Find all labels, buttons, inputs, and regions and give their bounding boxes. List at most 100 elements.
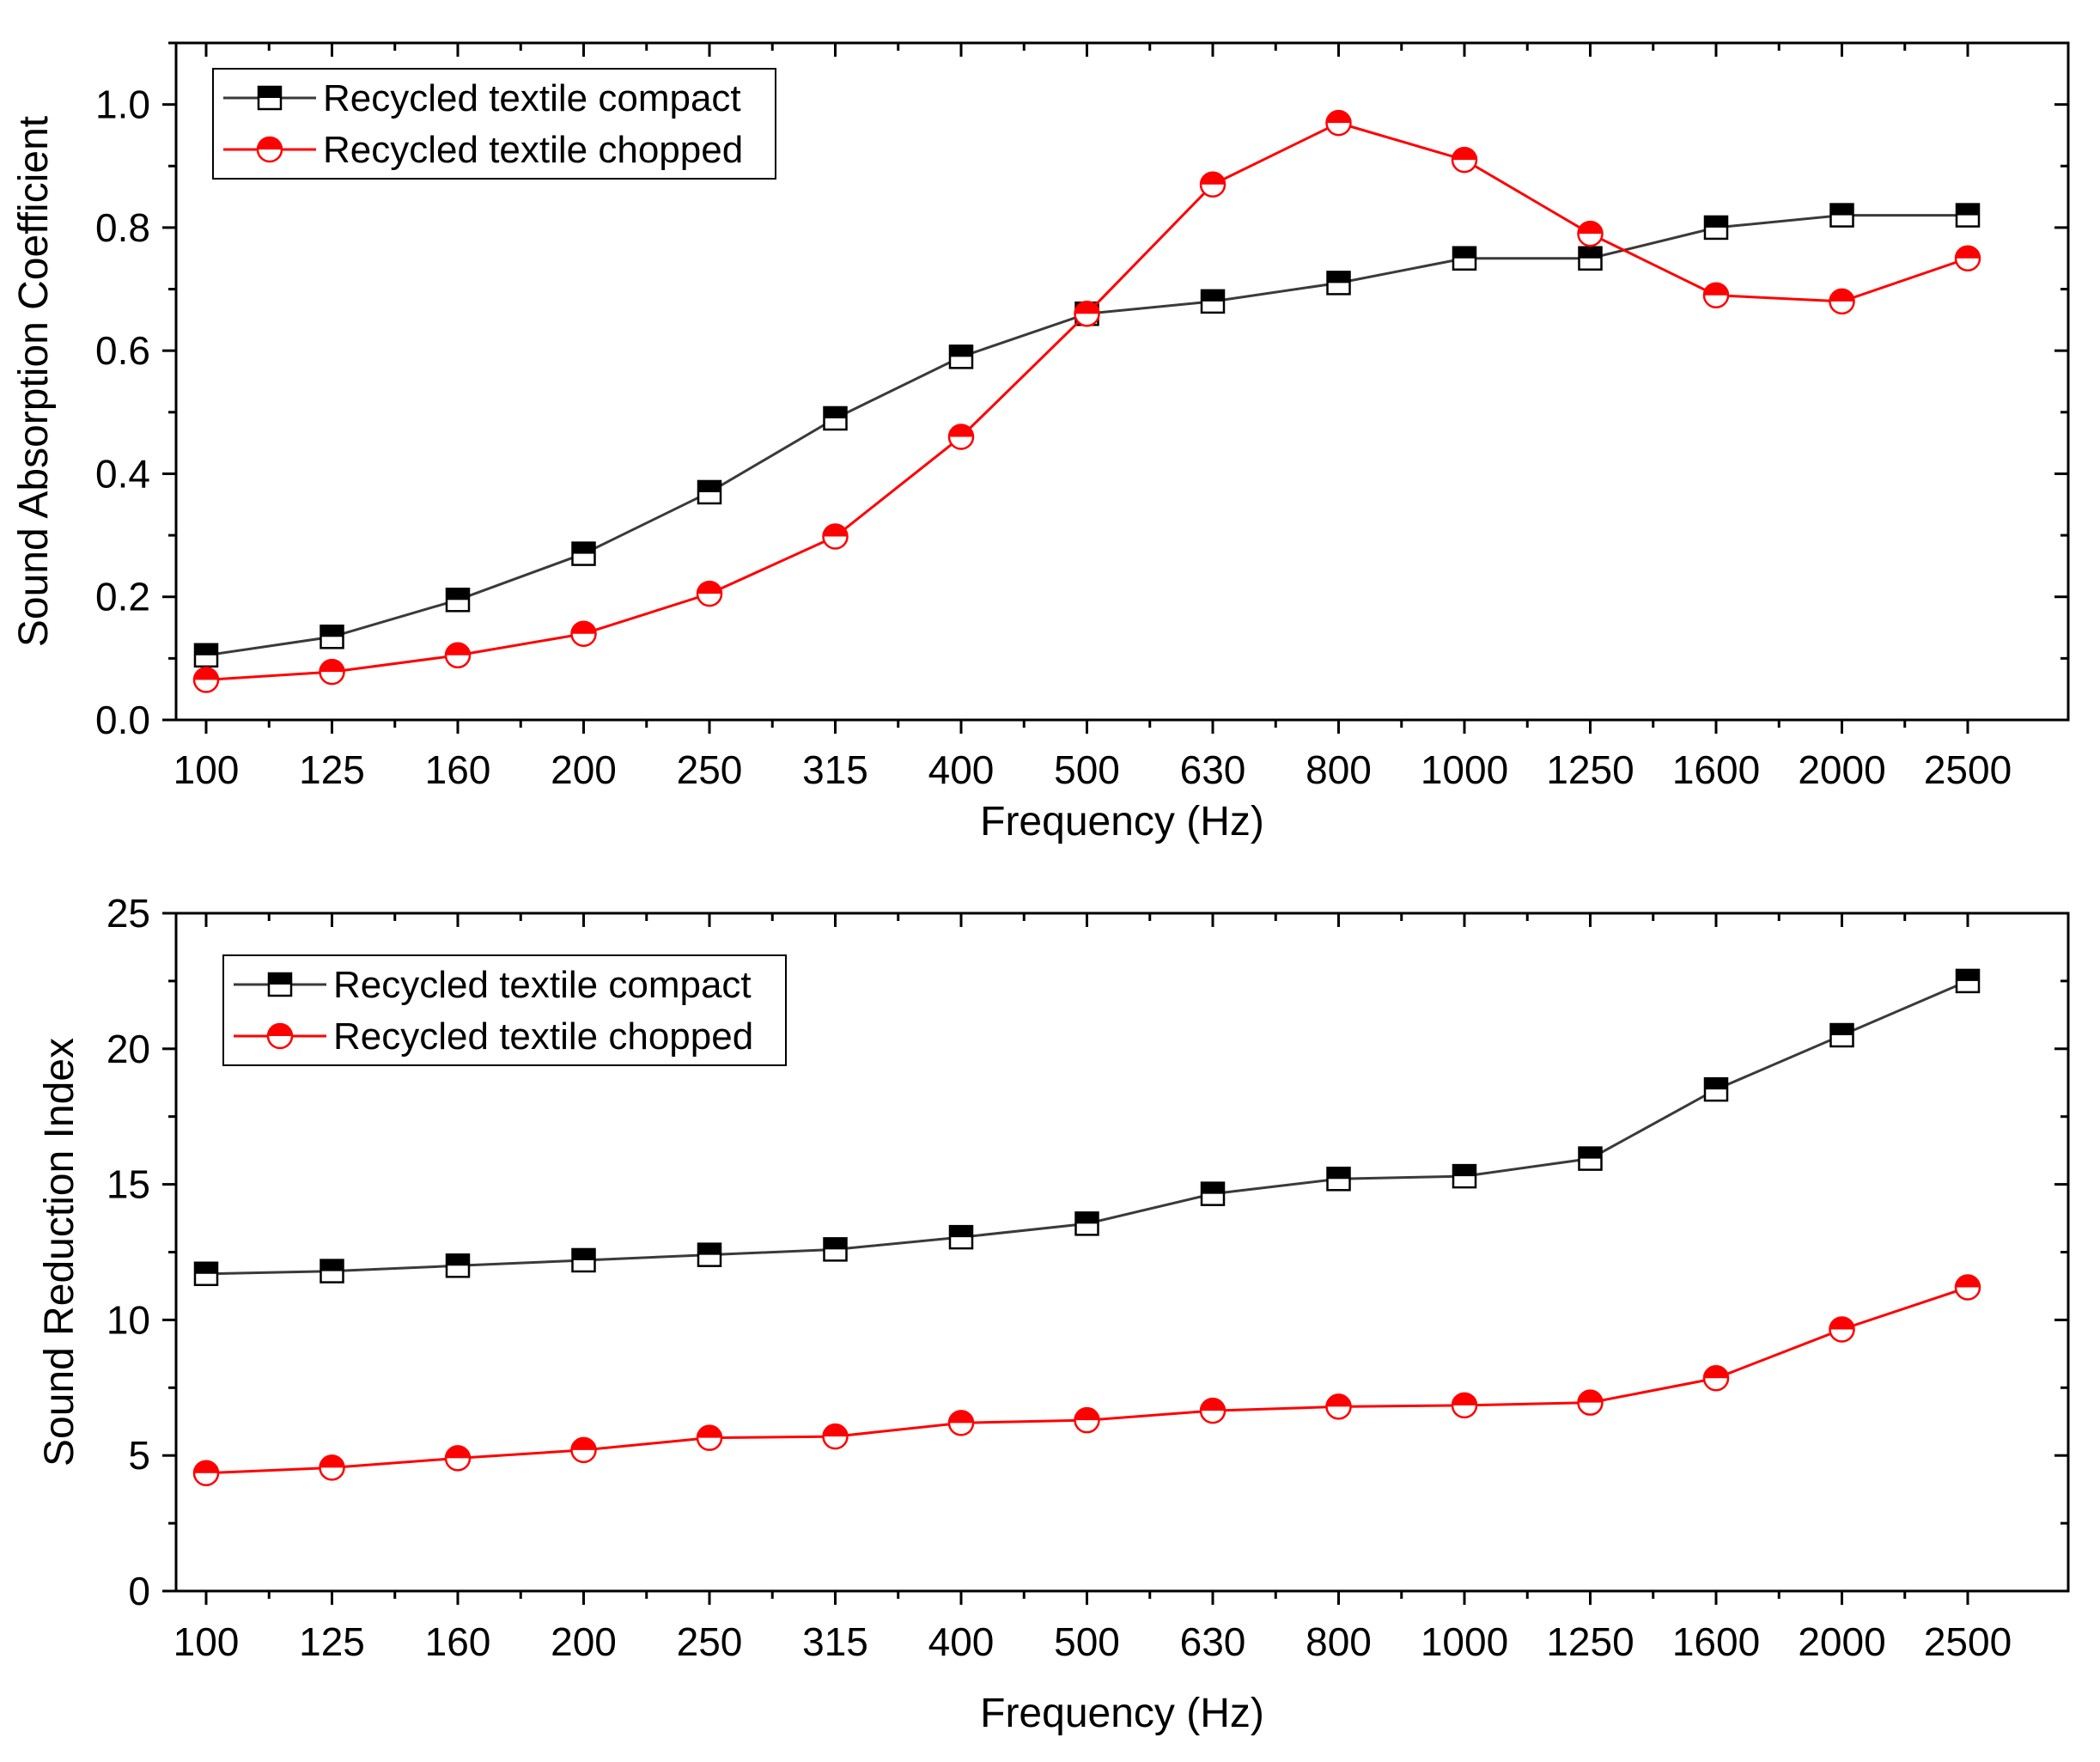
- series-point-circle: [1199, 171, 1227, 198]
- y-tick-label: 0.4: [95, 451, 150, 496]
- series-point-square: [1200, 289, 1226, 314]
- x-tick-label: 1000: [1421, 747, 1508, 792]
- legend-box: [222, 954, 787, 1066]
- y-tick-label: 15: [107, 1162, 150, 1207]
- marker-fill-top: [1830, 1024, 1853, 1036]
- marker-fill-top: [258, 137, 282, 149]
- series-point-circle: [1829, 1316, 1855, 1343]
- y-tick-label: 20: [107, 1027, 150, 1071]
- chart-panel-2: 0 5 10 15 20 25 100 125 160 200 250 315 400 500 630 800…: [37, 891, 2070, 1736]
- series-point-circle: [1325, 109, 1352, 137]
- y-axis-title: Sound Reduction Index: [37, 1038, 82, 1466]
- series-point-circle: [570, 620, 597, 647]
- series-point-circle: [1199, 1397, 1227, 1424]
- series-point-square: [1829, 1022, 1854, 1048]
- x-tick-label: 250: [677, 747, 743, 792]
- series-chopped: [192, 109, 1981, 693]
- series-point-circle: [1577, 220, 1604, 247]
- x-tick-label: 1250: [1546, 1619, 1634, 1664]
- series-compact: [193, 203, 1981, 668]
- series-point-square: [1452, 246, 1477, 271]
- legend: Recycled textile compact Recycled textile…: [212, 68, 776, 180]
- marker-fill-top: [1074, 1408, 1099, 1421]
- marker-fill-top: [446, 643, 470, 655]
- series-point-square: [1703, 215, 1729, 241]
- marker-fill-top: [1453, 247, 1476, 259]
- series-point-circle: [696, 580, 723, 607]
- series-chopped: [192, 1274, 1981, 1486]
- series-point-circle: [1074, 1406, 1100, 1434]
- chart-panel-1: 0.0 0.2 0.4 0.6 0.8 1.0 100 125 160 200 250 315 400 5…: [11, 41, 2070, 844]
- series-point-square: [1326, 1167, 1351, 1192]
- series-point-circle: [319, 658, 345, 686]
- x-axis-title: Frequency (Hz): [980, 799, 1264, 844]
- marker-fill-top: [950, 1226, 972, 1238]
- x-tick-label: 2500: [1924, 747, 2012, 792]
- series-point-square: [1326, 271, 1351, 296]
- marker-fill-top: [1579, 247, 1602, 259]
- marker-fill-top: [698, 1243, 721, 1255]
- series-point-circle: [570, 1436, 597, 1464]
- x-tick-label: 2500: [1924, 1619, 2012, 1664]
- marker-fill-top: [571, 1437, 596, 1450]
- y-tick-label: 25: [107, 891, 150, 936]
- y-tick-label: 0.6: [95, 328, 150, 373]
- series-point-circle: [1954, 245, 1981, 271]
- y-tick-label: 5: [128, 1433, 150, 1478]
- legend-item-compact: Recycled textile compact: [234, 964, 752, 1006]
- marker-fill-top: [1453, 1165, 1476, 1177]
- y-tick-label: 0: [128, 1569, 150, 1613]
- series-point-circle: [696, 1424, 723, 1451]
- series-point-circle: [444, 642, 472, 669]
- marker-fill-top: [949, 424, 973, 437]
- marker-fill-top: [572, 1248, 595, 1260]
- marker-fill-top: [1201, 172, 1225, 185]
- marker-fill-top: [697, 582, 721, 594]
- marker-fill-top: [1956, 246, 1980, 259]
- marker-fill-top: [1202, 1182, 1224, 1194]
- series-point-square: [948, 344, 974, 369]
- series-point-square: [320, 1259, 344, 1283]
- marker-fill-top: [698, 480, 721, 492]
- marker-fill-top: [320, 625, 344, 637]
- legend-label: Recycled textile chopped: [323, 129, 743, 171]
- x-tick-label: 1250: [1546, 747, 1634, 792]
- x-tick-label: 100: [173, 747, 240, 792]
- series-point-circle: [444, 1445, 472, 1472]
- marker-fill-top: [571, 621, 596, 634]
- x-tick-label: 500: [1054, 747, 1120, 792]
- series-point-circle: [192, 667, 220, 693]
- marker-fill-top: [824, 406, 847, 418]
- series-point-circle: [947, 1410, 975, 1436]
- series-point-square: [1452, 1163, 1477, 1189]
- marker-fill-top: [823, 524, 848, 537]
- series-point-circle: [319, 1454, 345, 1481]
- marker-fill-top: [1704, 1366, 1728, 1379]
- series-point-square: [697, 1242, 722, 1267]
- x-tick-label: 2000: [1798, 1619, 1885, 1664]
- series-point-circle: [192, 1460, 220, 1486]
- x-tick-label: 400: [928, 1619, 995, 1664]
- y-tick-label: 10: [107, 1297, 150, 1342]
- series-point-square: [1955, 203, 1981, 228]
- marker-fill-top: [950, 345, 972, 357]
- x-tick-label: 1000: [1421, 1619, 1508, 1664]
- plot-frame: [174, 41, 2070, 722]
- marker-fill-top: [1830, 204, 1853, 216]
- marker-fill-top: [1327, 1168, 1350, 1180]
- x-tick-label: 315: [802, 747, 868, 792]
- series-point-circle: [1451, 1392, 1478, 1419]
- series-point-circle: [1829, 288, 1855, 315]
- series-point-square: [571, 541, 596, 566]
- x-tick-label: 125: [299, 747, 365, 792]
- x-tick-label: 800: [1306, 1619, 1372, 1664]
- legend-label: Recycled textile compact: [333, 964, 752, 1006]
- series-point-square: [1074, 1211, 1099, 1236]
- marker-fill-top: [1957, 969, 1979, 981]
- series-point-circle: [1577, 1389, 1604, 1416]
- series-point-circle: [256, 136, 283, 163]
- marker-fill-top: [1829, 1317, 1854, 1330]
- y-tick-label: 0.8: [95, 205, 150, 250]
- series-point-square: [193, 643, 219, 668]
